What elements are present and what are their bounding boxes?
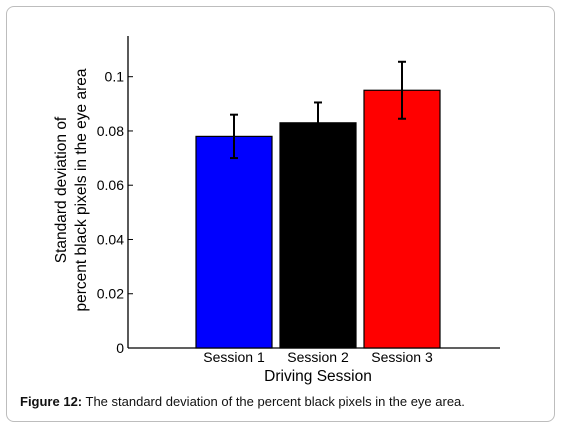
x-tick-labels: Session 1 Session 2 Session 3 [203,349,433,365]
caption-text: The standard deviation of the percent bl… [82,394,465,409]
y-axis-title-line-1: Standard deviation of [53,116,70,263]
caption-label: Figure 12: [20,394,83,409]
x-tick-label: Session 1 [203,349,265,365]
y-tick-label: 0.02 [97,286,124,302]
y-axis-title: Standard deviation of percent black pixe… [53,68,90,311]
y-tick-label: 0.04 [97,231,124,247]
y-tick-label: 0 [116,340,124,356]
x-axis-title: Driving Session [264,368,372,385]
y-ticks: 0 0.02 0.04 0.06 0.08 0.1 [97,69,133,356]
x-tick-label: Session 3 [371,349,433,365]
bar [363,89,441,349]
y-tick-label: 0.1 [105,69,125,85]
y-tick-label: 0.08 [97,123,124,139]
x-tick-label: Session 2 [287,349,349,365]
y-tick-label: 0.06 [97,177,124,193]
y-axis-title-line-2: percent black pixels in the eye area [73,68,90,311]
figure-caption: Figure 12: The standard deviation of the… [20,394,550,409]
bar [195,135,273,349]
bars [195,89,441,349]
bar [279,122,357,349]
error-bars [230,60,406,160]
